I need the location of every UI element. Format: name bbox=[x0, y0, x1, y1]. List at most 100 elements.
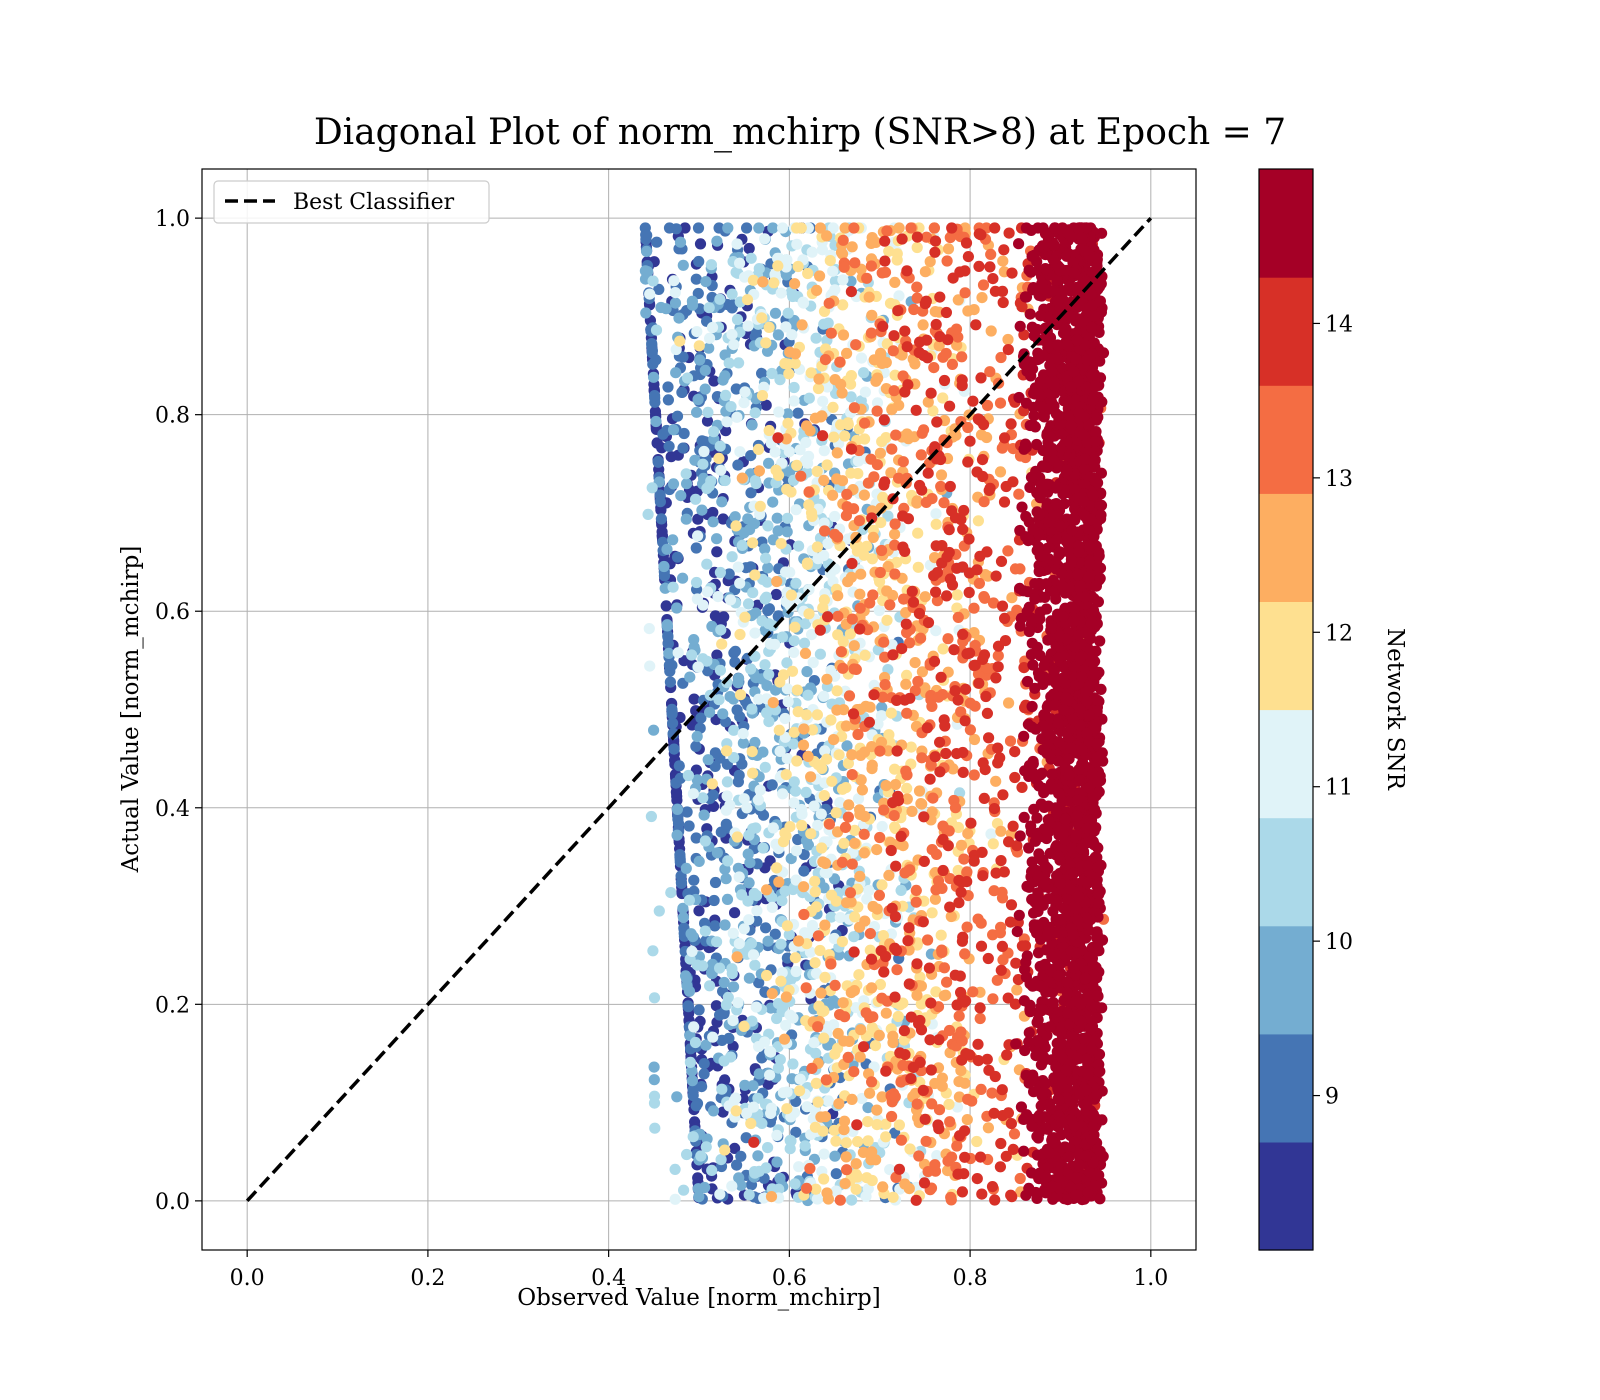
scatter-point bbox=[909, 358, 921, 370]
scatter-point bbox=[886, 639, 898, 651]
scatter-point bbox=[886, 404, 898, 416]
scatter-point bbox=[995, 1137, 1007, 1150]
scatter-point bbox=[713, 452, 725, 464]
scatter-point bbox=[798, 865, 810, 877]
scatter-point bbox=[926, 700, 938, 713]
scatter-point bbox=[674, 335, 686, 347]
scatter-point bbox=[855, 352, 868, 364]
scatter-point bbox=[827, 222, 839, 234]
scatter-point bbox=[953, 1010, 965, 1022]
scatter-point bbox=[973, 677, 985, 689]
scatter-point bbox=[932, 1119, 944, 1131]
scatter-point bbox=[723, 1032, 735, 1044]
scatter-point bbox=[859, 386, 872, 398]
scatter-point bbox=[943, 1024, 956, 1037]
scatter-point bbox=[774, 1054, 786, 1066]
scatter-point bbox=[984, 482, 996, 494]
scatter-point bbox=[980, 690, 992, 703]
scatter-point bbox=[848, 503, 860, 515]
scatter-point bbox=[803, 608, 815, 620]
scatter-point bbox=[996, 1084, 1008, 1096]
scatter-point bbox=[692, 393, 704, 406]
scatter-point bbox=[887, 1030, 899, 1042]
scatter-point bbox=[840, 782, 852, 794]
scatter-point bbox=[994, 927, 1007, 939]
scatter-point bbox=[804, 1162, 816, 1175]
scatter-point bbox=[776, 631, 789, 643]
scatter-point bbox=[955, 886, 967, 898]
scatter-point bbox=[934, 766, 946, 778]
scatter-point bbox=[835, 646, 848, 658]
scatter-point bbox=[692, 513, 704, 525]
scatter-point bbox=[967, 395, 979, 407]
scatter-point bbox=[972, 515, 985, 527]
scatter-point bbox=[808, 800, 820, 812]
scatter-point bbox=[752, 1092, 764, 1104]
scatter-point bbox=[736, 539, 748, 552]
scatter-point bbox=[677, 911, 690, 924]
scatter-point bbox=[694, 238, 707, 250]
scatter-point bbox=[750, 607, 762, 619]
scatter-point bbox=[719, 1074, 731, 1086]
scatter-point bbox=[662, 381, 674, 393]
scatter-point bbox=[853, 969, 865, 981]
scatter-point bbox=[654, 496, 667, 508]
scatter-point bbox=[929, 246, 941, 258]
scatter-point bbox=[652, 456, 664, 468]
scatter-point bbox=[858, 489, 871, 501]
scatter-point bbox=[960, 237, 973, 249]
scatter-point bbox=[688, 874, 700, 886]
scatter-point bbox=[933, 1104, 946, 1116]
scatter-point bbox=[937, 864, 949, 877]
scatter-point bbox=[811, 1193, 824, 1205]
scatter-point bbox=[858, 847, 870, 859]
scatter-point bbox=[715, 1154, 727, 1166]
scatter-point bbox=[1001, 1049, 1013, 1061]
scatter-point bbox=[668, 743, 680, 755]
scatter-point bbox=[806, 919, 819, 932]
scatter-point bbox=[687, 1084, 699, 1096]
scatter-point bbox=[812, 930, 825, 942]
scatter-point bbox=[729, 511, 741, 523]
scatter-point bbox=[882, 745, 894, 757]
scatter-point bbox=[701, 558, 713, 570]
scatter-point bbox=[859, 417, 871, 429]
scatter-point bbox=[925, 1064, 937, 1076]
scatter-point bbox=[669, 1163, 681, 1175]
scatter-point bbox=[669, 287, 681, 299]
scatter-point bbox=[702, 406, 714, 418]
scatter-point bbox=[743, 829, 755, 841]
scatter-point bbox=[946, 1151, 958, 1163]
scatter-point bbox=[794, 1085, 806, 1097]
scatter-point bbox=[929, 235, 942, 247]
scatter-point bbox=[933, 1034, 945, 1046]
scatter-point bbox=[696, 504, 708, 516]
scatter-point bbox=[889, 779, 902, 791]
scatter-point bbox=[800, 786, 812, 799]
scatter-point bbox=[801, 666, 813, 678]
scatter-point bbox=[926, 907, 938, 919]
scatter-point bbox=[658, 560, 670, 573]
scatter-point bbox=[790, 504, 802, 516]
scatter-point bbox=[806, 629, 818, 641]
scatter-point bbox=[662, 631, 674, 643]
scatter-point bbox=[805, 771, 817, 783]
scatter-point bbox=[708, 426, 720, 438]
scatter-point bbox=[785, 1135, 797, 1147]
scatter-point bbox=[889, 568, 901, 580]
scatter-point bbox=[968, 304, 980, 316]
scatter-point bbox=[680, 970, 692, 982]
scatter-point bbox=[646, 344, 658, 356]
scatter-point bbox=[802, 689, 814, 701]
scatter-point bbox=[922, 617, 935, 629]
scatter-point bbox=[914, 479, 926, 492]
scatter-point bbox=[958, 504, 970, 517]
scatter-point bbox=[942, 633, 954, 645]
scatter-point bbox=[929, 893, 942, 905]
scatter-point bbox=[816, 244, 829, 256]
scatter-point bbox=[975, 940, 988, 952]
scatter-point bbox=[911, 231, 924, 243]
scatter-point bbox=[660, 303, 672, 315]
scatter-point bbox=[939, 720, 951, 732]
scatter-point bbox=[974, 1151, 987, 1163]
